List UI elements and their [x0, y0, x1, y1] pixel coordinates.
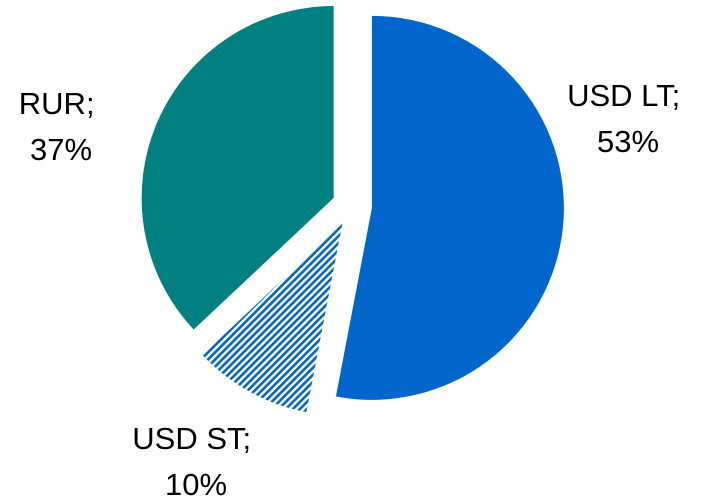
slice-name-usd-lt: USD LT [567, 78, 675, 113]
slice-label-usd-st: USD ST; 10% [132, 421, 260, 498]
slice-value-usd-st: 10% [165, 467, 227, 498]
pie-slices [141, 6, 564, 413]
slice-name-usd-st: USD ST [132, 421, 246, 456]
slice-name-rur: RUR [19, 86, 86, 121]
slice-value-usd-lt: 53% [597, 124, 659, 159]
slice-label-rur: RUR; 37% [19, 86, 103, 167]
pie-slice-usd-st [202, 223, 343, 413]
slice-labels: USD LT; 53% USD ST; 10% RUR; 37% [19, 78, 689, 498]
slice-label-usd-lt: USD LT; 53% [567, 78, 689, 159]
slice-value-rur: 37% [30, 132, 92, 167]
pie-slice-rur [141, 6, 334, 330]
pie-slice-usd-lt [335, 15, 564, 400]
